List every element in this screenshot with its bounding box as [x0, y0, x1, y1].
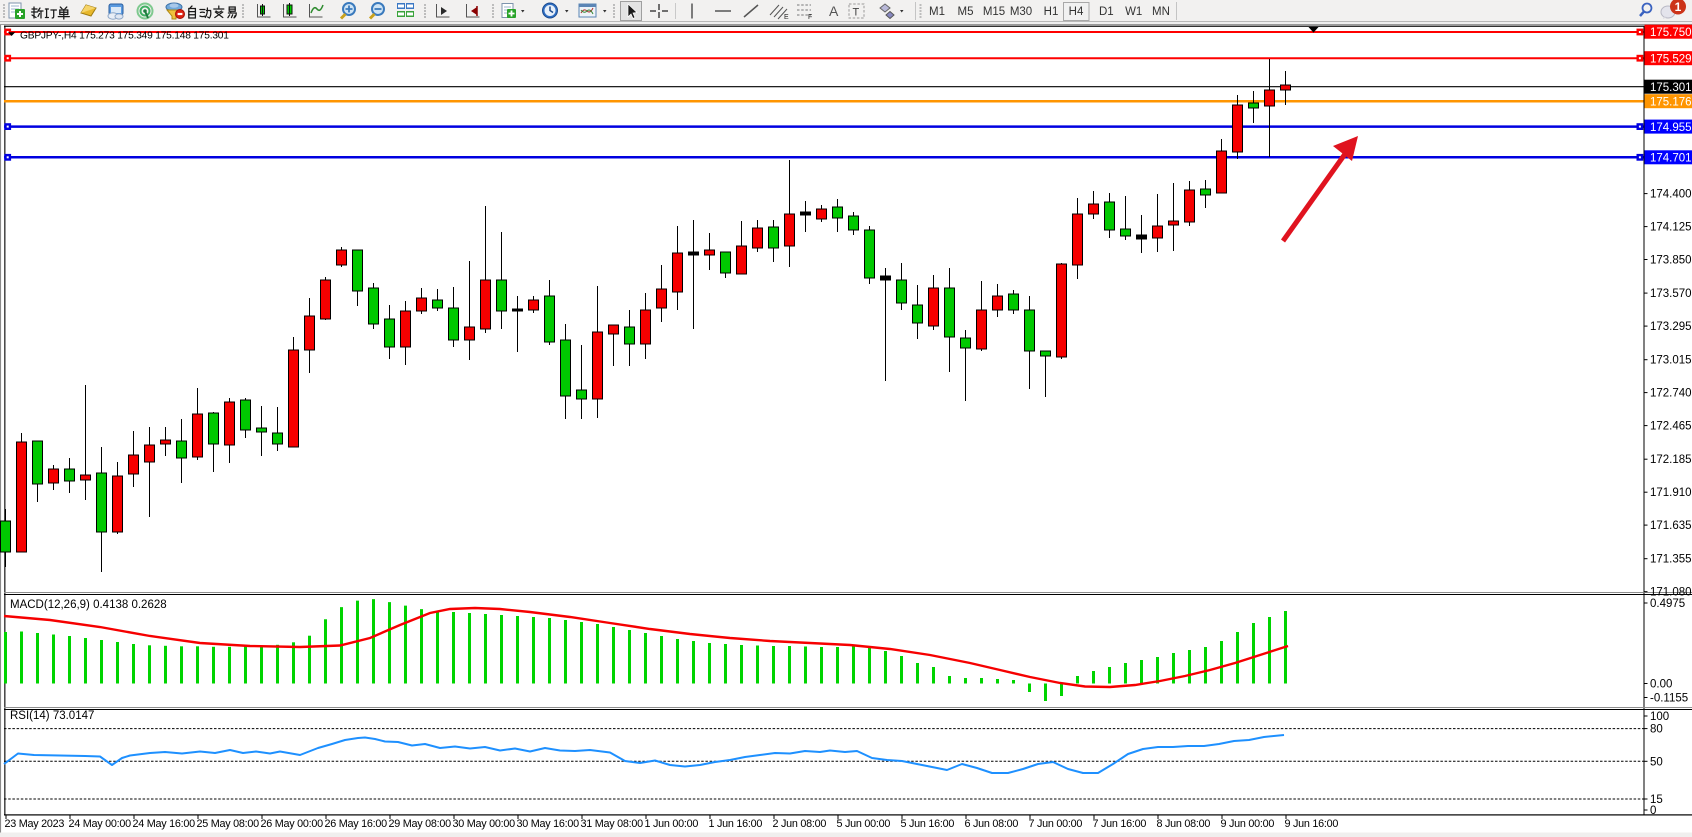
svg-text:173.850: 173.850 — [1650, 255, 1692, 267]
svg-text:24 May 00:00: 24 May 00:00 — [69, 818, 132, 830]
svg-text:-0.1155: -0.1155 — [1650, 693, 1688, 705]
svg-text:29 May 08:00: 29 May 08:00 — [389, 818, 452, 830]
svg-text:31 May 08:00: 31 May 08:00 — [581, 818, 644, 830]
svg-text:80: 80 — [1650, 724, 1663, 736]
svg-text:9 Jun 16:00: 9 Jun 16:00 — [1285, 818, 1339, 830]
svg-text:173.295: 173.295 — [1650, 321, 1692, 333]
svg-text:7 Jun 00:00: 7 Jun 00:00 — [1029, 818, 1083, 830]
svg-text:15: 15 — [1650, 794, 1663, 806]
svg-text:MN: MN — [1152, 6, 1170, 18]
svg-text:171.355: 171.355 — [1650, 554, 1692, 566]
svg-text:0: 0 — [1650, 805, 1656, 817]
svg-text:0.00: 0.00 — [1650, 679, 1672, 691]
svg-text:173.570: 173.570 — [1650, 288, 1692, 300]
svg-text:174.400: 174.400 — [1650, 189, 1692, 201]
svg-text:E: E — [784, 14, 789, 21]
svg-text:RSI(14) 73.0147: RSI(14) 73.0147 — [10, 710, 94, 722]
svg-text:172.740: 172.740 — [1650, 388, 1692, 400]
svg-text:H1: H1 — [1044, 6, 1059, 18]
svg-text:M1: M1 — [929, 6, 945, 18]
svg-text:T: T — [853, 7, 860, 19]
svg-text:F: F — [808, 14, 812, 21]
svg-text:8 Jun 08:00: 8 Jun 08:00 — [1157, 818, 1211, 830]
svg-text:25 May 08:00: 25 May 08:00 — [197, 818, 260, 830]
svg-text:D1: D1 — [1099, 6, 1114, 18]
svg-text:172.465: 172.465 — [1650, 421, 1692, 433]
svg-text:H4: H4 — [1069, 6, 1084, 18]
svg-text:0.4975: 0.4975 — [1650, 598, 1685, 610]
svg-text:171.910: 171.910 — [1650, 487, 1692, 499]
svg-text:GBPJPY-,H4 175.273 175.349 17: GBPJPY-,H4 175.273 175.349 175.148 175.3… — [20, 31, 229, 42]
svg-text:A: A — [829, 3, 839, 19]
svg-text:6 Jun 08:00: 6 Jun 08:00 — [965, 818, 1019, 830]
svg-text:30 May 16:00: 30 May 16:00 — [517, 818, 580, 830]
svg-text:175.750: 175.750 — [1650, 27, 1692, 39]
svg-text:26 May 16:00: 26 May 16:00 — [325, 818, 388, 830]
svg-text:175.529: 175.529 — [1650, 53, 1692, 65]
svg-text:30 May 00:00: 30 May 00:00 — [453, 818, 516, 830]
svg-text:M15: M15 — [983, 6, 1005, 18]
svg-text:1: 1 — [1675, 0, 1682, 14]
svg-text:1 Jun 16:00: 1 Jun 16:00 — [709, 818, 763, 830]
svg-text:175.176: 175.176 — [1650, 96, 1692, 108]
svg-text:24 May 16:00: 24 May 16:00 — [133, 818, 196, 830]
svg-text:173.015: 173.015 — [1650, 355, 1692, 367]
svg-text:MACD(12,26,9) 0.4138 0.2628: MACD(12,26,9) 0.4138 0.2628 — [10, 599, 167, 611]
svg-text:50: 50 — [1650, 756, 1663, 768]
svg-text:100: 100 — [1650, 711, 1669, 723]
svg-text:9 Jun 00:00: 9 Jun 00:00 — [1221, 818, 1275, 830]
svg-text:174.955: 174.955 — [1650, 122, 1692, 134]
svg-text:26 May 00:00: 26 May 00:00 — [261, 818, 324, 830]
svg-text:5 Jun 00:00: 5 Jun 00:00 — [837, 818, 891, 830]
svg-text:7 Jun 16:00: 7 Jun 16:00 — [1093, 818, 1147, 830]
svg-text:172.185: 172.185 — [1650, 454, 1692, 466]
svg-text:M5: M5 — [958, 6, 974, 18]
svg-text:175.301: 175.301 — [1650, 82, 1692, 94]
svg-text:174.125: 174.125 — [1650, 222, 1692, 234]
svg-text:171.080: 171.080 — [1650, 587, 1692, 599]
svg-text:2 Jun 08:00: 2 Jun 08:00 — [773, 818, 827, 830]
svg-text:171.635: 171.635 — [1650, 520, 1692, 532]
svg-text:23 May 2023: 23 May 2023 — [5, 818, 65, 830]
svg-text:5 Jun 16:00: 5 Jun 16:00 — [901, 818, 955, 830]
svg-text:W1: W1 — [1125, 6, 1142, 18]
svg-text:M30: M30 — [1010, 6, 1032, 18]
svg-text:174.701: 174.701 — [1650, 153, 1692, 165]
svg-text:1 Jun 00:00: 1 Jun 00:00 — [645, 818, 699, 830]
